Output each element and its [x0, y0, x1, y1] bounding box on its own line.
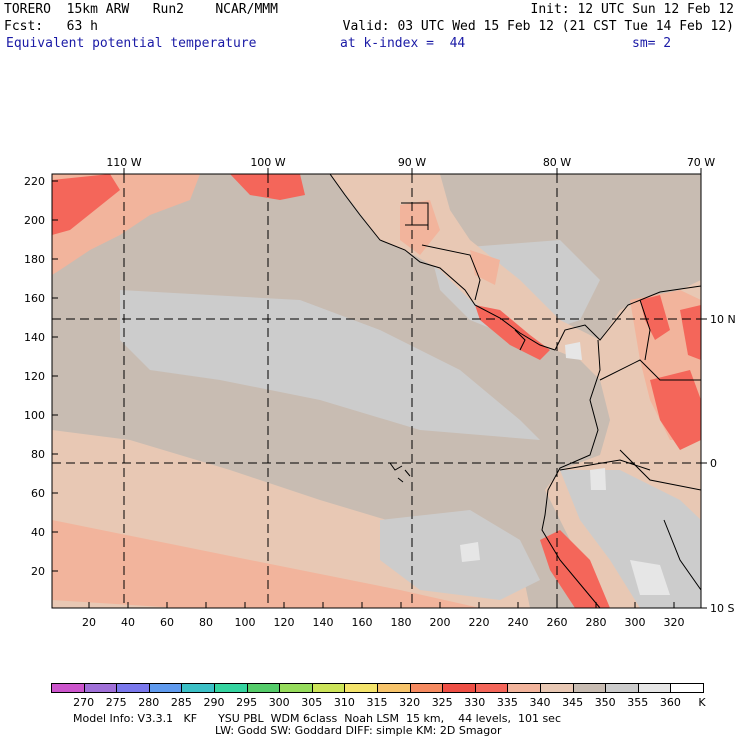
y-tick-80: 80	[31, 448, 45, 461]
y-grid-labels: 20 40 60 80 100 120 140 160 180 200 220	[24, 175, 45, 578]
x-tick-240: 240	[508, 616, 529, 629]
y-tick-100: 100	[24, 409, 45, 422]
colorbar-swatch	[637, 683, 672, 693]
x-tick-300: 300	[625, 616, 646, 629]
lon-label-90w: 90 W	[398, 156, 426, 169]
field-name: Equivalent potential temperature	[6, 36, 257, 51]
colorbar-swatch	[670, 683, 704, 693]
x-tick-180: 180	[391, 616, 412, 629]
y-tick-120: 120	[24, 370, 45, 383]
x-grid-labels: 20 40 60 80 100 120 140 160 180 200 220 …	[82, 616, 685, 629]
colorbar-level-label: 355	[627, 696, 649, 709]
colorbar-level-label: 310	[333, 696, 355, 709]
colorbar-swatch	[83, 683, 118, 693]
x-tick-260: 260	[547, 616, 568, 629]
plot-frame	[51, 173, 702, 609]
colorbar-level-label: 285	[170, 696, 192, 709]
init-time: Init: 12 UTC Sun 12 Feb 12	[530, 2, 735, 17]
colorbar-level-label: 345	[562, 696, 584, 709]
y-tick-140: 140	[24, 331, 45, 344]
x-tick-140: 140	[313, 616, 334, 629]
colorbar-unit: K	[698, 696, 706, 709]
colorbar-level-label: 330	[464, 696, 486, 709]
x-tick-200: 200	[430, 616, 451, 629]
lon-label-70w: 70 W	[687, 156, 715, 169]
forecast-hour: Fcst: 63 h	[4, 19, 98, 34]
valid-time: Valid: 03 UTC Wed 15 Feb 12 (21 CST Tue …	[342, 19, 734, 34]
x-tick-160: 160	[352, 616, 373, 629]
latlon-grid	[52, 174, 701, 608]
y-tick-200: 200	[24, 214, 45, 227]
smoothing-label: sm= 2	[632, 36, 672, 51]
colorbar-level-label: 305	[301, 696, 323, 709]
x-tick-80: 80	[199, 616, 213, 629]
latitude-labels: 10 N 0 10 S	[710, 313, 736, 615]
colorbar-swatch	[214, 683, 248, 693]
colorbar-swatch	[572, 683, 607, 693]
colorbar-swatch	[507, 683, 541, 693]
longitude-labels: 110 W 100 W 90 W 80 W 70 W	[106, 156, 715, 169]
physics-info-line: LW: Godd SW: Goddard DIFF: simple KM: 2D…	[215, 724, 502, 737]
x-tick-280: 280	[586, 616, 607, 629]
colorbar-swatch	[279, 683, 313, 693]
colorbar-level-label: 290	[203, 696, 225, 709]
colorbar-level-label: 325	[431, 696, 453, 709]
lon-label-100w: 100 W	[250, 156, 285, 169]
colorbar-swatch	[344, 683, 378, 693]
colorbar-level-label: 280	[138, 696, 160, 709]
colorbar-swatch	[148, 683, 183, 693]
colorbar-level-label: 315	[366, 696, 388, 709]
level-label: at k-index = 44	[340, 36, 466, 51]
y-tick-20: 20	[31, 565, 45, 578]
y-tick-160: 160	[24, 292, 45, 305]
model-run-title: TORERO 15km ARW Run2 NCAR/MMM	[4, 2, 278, 17]
colorbar-swatch	[474, 683, 509, 693]
colorbar-swatch	[311, 683, 346, 693]
x-tick-60: 60	[160, 616, 174, 629]
lat-label-10s: 10 S	[710, 602, 734, 615]
colorbar-level-label: 350	[594, 696, 616, 709]
colorbar-level-label: 275	[105, 696, 127, 709]
lat-label-10n: 10 N	[710, 313, 736, 326]
model-info-line: Model Info: V3.3.1 KF YSU PBL WDM 6class…	[73, 712, 561, 725]
x-tick-20: 20	[82, 616, 96, 629]
lat-label-0: 0	[710, 457, 717, 470]
coastlines	[329, 174, 701, 608]
colorbar-level-label: 340	[529, 696, 551, 709]
y-tick-180: 180	[24, 253, 45, 266]
colorbar-swatch	[51, 683, 85, 693]
colorbar-swatch	[181, 683, 215, 693]
colorbar-level-label: 295	[236, 696, 258, 709]
colorbar-swatch	[377, 683, 411, 693]
x-tick-220: 220	[469, 616, 490, 629]
y-tick-220: 220	[24, 175, 45, 188]
theta-e-field	[52, 174, 701, 608]
x-tick-120: 120	[274, 616, 295, 629]
lon-label-110w: 110 W	[106, 156, 141, 169]
colorbar-swatch	[442, 683, 476, 693]
x-tick-100: 100	[235, 616, 256, 629]
colorbar-swatch	[540, 683, 574, 693]
colorbar-level-label: 270	[73, 696, 95, 709]
colorbar-swatch	[246, 683, 281, 693]
x-tick-320: 320	[664, 616, 685, 629]
colorbar-level-label: 320	[399, 696, 421, 709]
colorbar-swatch	[116, 683, 150, 693]
lon-label-80w: 80 W	[543, 156, 571, 169]
colorbar-swatch	[409, 683, 444, 693]
frame-ticks	[52, 168, 707, 609]
y-tick-60: 60	[31, 487, 45, 500]
colorbar-level-label: 335	[496, 696, 518, 709]
x-tick-40: 40	[121, 616, 135, 629]
colorbar-level-label: 300	[268, 696, 290, 709]
y-tick-40: 40	[31, 526, 45, 539]
colorbar-level-label: 360	[659, 696, 681, 709]
colorbar-swatch	[605, 683, 639, 693]
map-plot: 110 W 100 W 90 W 80 W 70 W 10 N 0 10 S 2…	[24, 156, 736, 629]
